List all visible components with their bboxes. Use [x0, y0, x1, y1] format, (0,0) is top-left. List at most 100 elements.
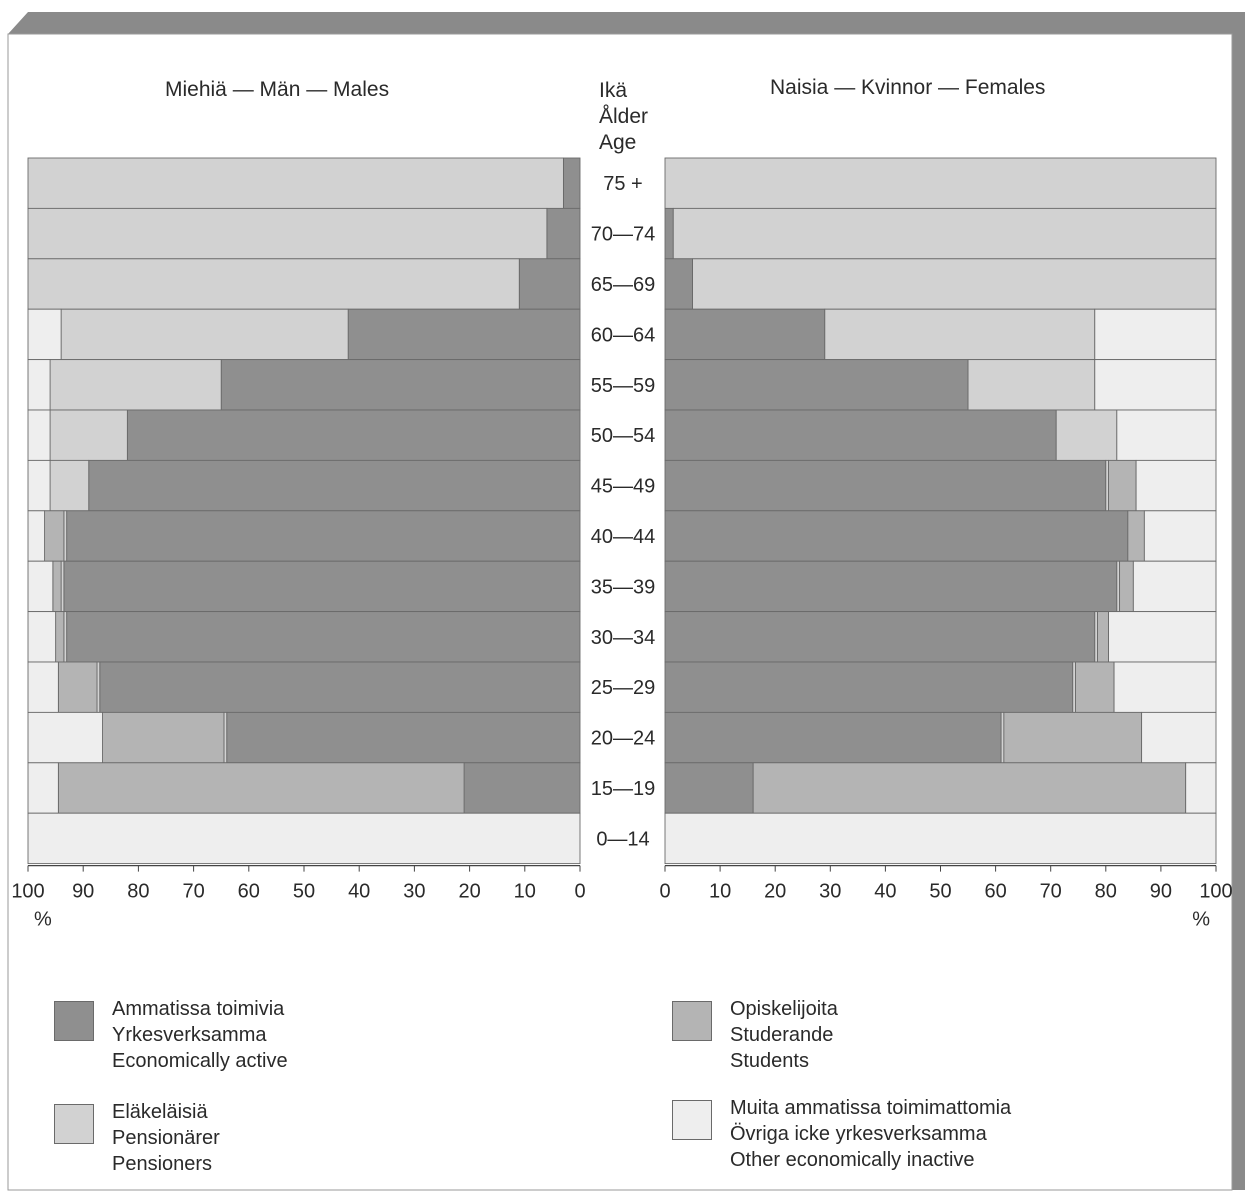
bar-segment: [692, 258, 1217, 310]
age-axis-title-en: Age: [599, 131, 637, 154]
age-category-label: 20—24: [591, 728, 656, 750]
x-tick-label: 60: [238, 881, 260, 903]
bar-segment: [27, 560, 54, 613]
bar-segment: [226, 711, 581, 764]
x-tick-label: 10: [514, 881, 536, 903]
bar-segment: [1003, 711, 1143, 764]
bar-segment: [1108, 459, 1137, 512]
legend-label: Eläkeläisiä: [112, 1101, 208, 1123]
age-category-label: 60—64: [591, 324, 656, 346]
age-category-label: 65—69: [591, 274, 656, 296]
legend-label: Pensioners: [112, 1153, 213, 1175]
age-category-label: 40—44: [591, 526, 656, 548]
legend-swatch-students: [672, 1001, 712, 1041]
age-category-label: 70—74: [591, 224, 656, 246]
bar-segment: [664, 661, 1074, 713]
x-tick-label: 0: [574, 881, 585, 903]
legend-label: Övriga icke yrkesverksamma: [730, 1123, 987, 1145]
x-tick-label: 10: [709, 881, 731, 903]
age-category-label: 75 +: [603, 173, 642, 195]
bar-segment: [27, 157, 564, 209]
bar-segment: [102, 711, 225, 764]
x-tick-label: 60: [984, 881, 1006, 903]
legend-label: Other economically inactive: [730, 1149, 975, 1171]
age-category-label: 35—39: [591, 576, 656, 598]
bar-segment: [220, 359, 581, 411]
bar-segment: [1075, 661, 1115, 713]
age-axis-title: Ikä Ålder Age: [599, 78, 648, 156]
bar-segment: [546, 207, 581, 260]
bar-segment: [27, 812, 581, 865]
bar-segment: [1097, 611, 1110, 663]
bar-segment: [27, 359, 51, 411]
bar-segment: [664, 359, 969, 411]
bar-segment: [1094, 308, 1217, 361]
bar-segment: [55, 611, 65, 663]
legend-swatch-economically-active: [54, 1001, 94, 1041]
bar-segment: [57, 762, 465, 814]
bar-segment: [27, 762, 59, 814]
bar-segment: [49, 459, 90, 512]
females-chart-title: Naisia — Kvinnor — Females: [770, 76, 1046, 99]
bar-segment: [967, 359, 1096, 411]
legend-label: Studerande: [730, 1024, 834, 1046]
bar-segment: [27, 510, 46, 562]
bar-segment: [752, 762, 1187, 814]
bar-segment: [664, 308, 826, 361]
bar-segment: [1135, 459, 1217, 512]
bar-segment: [44, 510, 65, 562]
legend-label: Students: [730, 1050, 809, 1072]
age-axis-title-sv: Ålder: [599, 105, 649, 128]
males-percent-label: %: [34, 909, 52, 931]
legend-label: Yrkesverksamma: [112, 1024, 267, 1046]
bar-segment: [1185, 762, 1217, 814]
bar-segment: [126, 409, 581, 461]
x-tick-label: 100: [11, 881, 44, 903]
x-tick-label: 40: [348, 881, 370, 903]
bar-segment: [664, 611, 1096, 663]
age-category-label: 15—19: [591, 778, 656, 800]
legend-label: Economically active: [112, 1050, 288, 1072]
age-category-label: 0—14: [596, 828, 649, 850]
legend-swatch-other-inactive: [672, 1100, 712, 1140]
age-category-label: 25—29: [591, 677, 656, 699]
legend-label: Ammatissa toimivia: [112, 998, 285, 1020]
x-tick-label: 30: [403, 881, 425, 903]
bar-segment: [664, 258, 693, 310]
bar-segment: [60, 308, 349, 361]
bar-segment: [664, 711, 1002, 764]
bar-segment: [824, 308, 1096, 361]
x-tick-label: 20: [458, 881, 480, 903]
bar-segment: [1094, 359, 1217, 411]
bar-segment: [672, 207, 1217, 260]
age-axis-title-fi: Ikä: [599, 79, 628, 102]
bar-segment: [27, 711, 103, 764]
x-tick-label: 80: [1095, 881, 1117, 903]
bar-segment: [562, 157, 581, 209]
bar-segment: [1113, 661, 1217, 713]
bar-segment: [49, 359, 222, 411]
legend-swatch-pensioners: [54, 1104, 94, 1144]
bar-segment: [1127, 510, 1145, 562]
x-tick-label: 100: [1199, 881, 1232, 903]
males-chart-title: Miehiä — Män — Males: [165, 78, 390, 101]
bar-segment: [664, 510, 1129, 562]
bar-segment: [27, 459, 51, 512]
bar-segment: [88, 459, 581, 512]
x-tick-label: 50: [929, 881, 951, 903]
bar-segment: [49, 409, 128, 461]
bar-segment: [1132, 560, 1217, 613]
x-tick-label: 70: [1040, 881, 1062, 903]
bar-segment: [347, 308, 581, 361]
bar-segment: [63, 560, 581, 613]
age-category-label: 50—54: [591, 425, 656, 447]
bar-segment: [664, 560, 1118, 613]
bar-segment: [27, 611, 57, 663]
frame-border: [7, 33, 1233, 1191]
bar-segment: [27, 409, 51, 461]
females-percent-label: %: [1192, 909, 1210, 931]
x-tick-label: 0: [659, 881, 670, 903]
bar-segment: [1108, 611, 1217, 663]
bar-segment: [27, 258, 520, 310]
